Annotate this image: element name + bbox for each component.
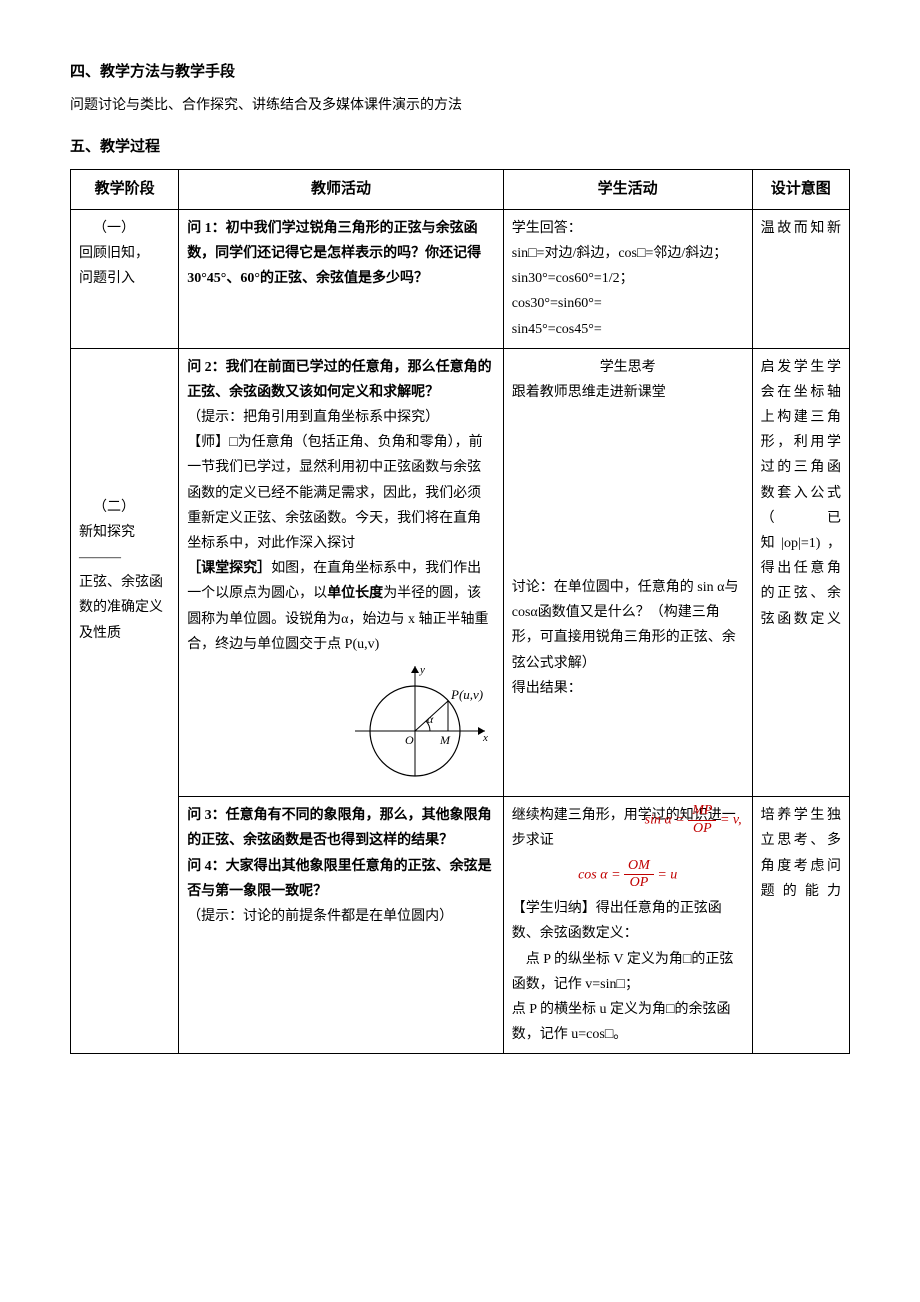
student-cell-2a: 学生思考 跟着教师思维走进新课堂 讨论：在单位圆中，任意角的 sin α与 co… bbox=[503, 348, 752, 796]
formula-cos: cos α = OMOP = u bbox=[512, 858, 744, 893]
student-def1: 点 P 的纵坐标 V 定义为角□的正弦函数，记作 v=sin□； bbox=[512, 947, 744, 997]
student-follow: 跟着教师思维走进新课堂 bbox=[512, 380, 744, 405]
teacher-cell-1: 问 1：初中我们学过锐角三角形的正弦与余弦函数，同学们还记得它是怎样表示的吗？你… bbox=[179, 209, 504, 348]
diagram-alpha: α bbox=[427, 712, 434, 726]
table-row: （二） 新知探究 ——— 正弦、余弦函数的准确定义及性质 问 2：我们在前面已学… bbox=[71, 348, 850, 796]
f2-lhs: cos α = bbox=[578, 867, 620, 882]
stage-cell-1: （一） 回顾旧知， 问题引入 bbox=[71, 209, 179, 348]
student1-l3: cos30°=sin60°= bbox=[512, 291, 744, 316]
section-4-heading: 四、教学方法与教学手段 bbox=[70, 60, 850, 86]
student1-l4: sin45°=cos45°= bbox=[512, 317, 744, 342]
q2-hint: （提示：把角引用到直角坐标系中探究） bbox=[187, 405, 495, 430]
diagram-x: x bbox=[482, 732, 488, 744]
diagram-p-label: P(u,v) bbox=[450, 687, 483, 702]
student-def2: 点 P 的横坐标 u 定义为角□的余弦函数，记作 u=cos□。 bbox=[512, 997, 744, 1047]
student-result: 得出结果： bbox=[512, 676, 744, 701]
teacher-shi: 【师】□为任意角（包括正角、负角和零角），前一节我们已学过，显然利用初中正弦函数… bbox=[187, 430, 495, 556]
unit-circle-diagram: P(u,v) α O M x y bbox=[187, 661, 495, 790]
section-4-text: 问题讨论与类比、合作探究、讲练结合及多媒体课件演示的方法 bbox=[70, 94, 850, 118]
q3-text: 问 3：任意角有不同的象限角，那么，其他象限角的正弦、余弦函数是否也得到这样的结… bbox=[187, 808, 492, 848]
formula-sin: sin α = MPOP = v, bbox=[645, 803, 742, 838]
design-cell-1: 温故而知新 bbox=[752, 209, 849, 348]
student-think: 学生思考 bbox=[512, 355, 744, 380]
f2-den: OP bbox=[624, 875, 654, 892]
f2-num: OM bbox=[624, 858, 654, 876]
student1-l1: 学生回答： bbox=[512, 216, 744, 241]
f2-rhs: = u bbox=[657, 867, 677, 882]
q1-text: 问 1：初中我们学过锐角三角形的正弦与余弦函数，同学们还记得它是怎样表示的吗？你… bbox=[187, 221, 481, 286]
table-header-row: 教学阶段 教师活动 学生活动 设计意图 bbox=[71, 169, 850, 209]
design-cell-2a: 启发学生学会在坐标轴上构建三角形，利用学过的三角函数套入公式（已知|op|=1)… bbox=[752, 348, 849, 796]
unit-circle-svg: P(u,v) α O M x y bbox=[345, 661, 495, 781]
student-cell-1: 学生回答： sin□=对边/斜边，cos□=邻边/斜边；sin30°=cos60… bbox=[503, 209, 752, 348]
student1-l2: sin□=对边/斜边，cos□=邻边/斜边；sin30°=cos60°=1/2； bbox=[512, 241, 744, 291]
table-row: 问 3：任意角有不同的象限角，那么，其他象限角的正弦、余弦函数是否也得到这样的结… bbox=[71, 797, 850, 1054]
stage2-l1: （二） bbox=[79, 495, 170, 520]
teacher-cell-2b: 问 3：任意角有不同的象限角，那么，其他象限角的正弦、余弦函数是否也得到这样的结… bbox=[179, 797, 504, 1054]
header-student: 学生活动 bbox=[503, 169, 752, 209]
stage-cell-2: （二） 新知探究 ——— 正弦、余弦函数的准确定义及性质 bbox=[71, 348, 179, 1054]
teacher-cell-2a: 问 2：我们在前面已学过的任意角，那么任意角的正弦、余弦函数又该如何定义和求解呢… bbox=[179, 348, 504, 796]
student-summary-label: 【学生归纳】 bbox=[512, 901, 596, 916]
q4-text: 问 4：大家得出其他象限里任意角的正弦、余弦是否与第一象限一致呢？ bbox=[187, 859, 492, 899]
diagram-m: M bbox=[439, 733, 451, 747]
explore-label: ［课堂探究］ bbox=[187, 561, 271, 576]
diagram-o: O bbox=[405, 733, 414, 747]
stage1-l1: （一） bbox=[79, 216, 170, 241]
section-5-heading: 五、教学过程 bbox=[70, 135, 850, 161]
unit-length: 单位长度 bbox=[327, 586, 383, 601]
stage1-l3: 问题引入 bbox=[79, 266, 170, 291]
design-cell-2b: 培养学生独立思考、多角度考虑问题的能力 bbox=[752, 797, 849, 1054]
teaching-process-table: 教学阶段 教师活动 学生活动 设计意图 （一） 回顾旧知， 问题引入 问 1：初… bbox=[70, 169, 850, 1054]
f1-num: MP bbox=[688, 803, 716, 821]
student-discuss: 讨论：在单位圆中，任意角的 sin α与 cosα函数值又是什么？（构建三角形，… bbox=[512, 575, 744, 676]
header-teacher: 教师活动 bbox=[179, 169, 504, 209]
q4-hint: （提示：讨论的前提条件都是在单位圆内） bbox=[187, 904, 495, 929]
f1-rhs: = v, bbox=[720, 813, 742, 828]
table-row: （一） 回顾旧知， 问题引入 问 1：初中我们学过锐角三角形的正弦与余弦函数，同… bbox=[71, 209, 850, 348]
stage2-l4: 正弦、余弦函数的准确定义及性质 bbox=[79, 570, 170, 646]
q2-text: 问 2：我们在前面已学过的任意角，那么任意角的正弦、余弦函数又该如何定义和求解呢… bbox=[187, 360, 492, 400]
stage1-l2: 回顾旧知， bbox=[79, 241, 170, 266]
stage2-l3: ——— bbox=[79, 545, 170, 570]
header-stage: 教学阶段 bbox=[71, 169, 179, 209]
header-design: 设计意图 bbox=[752, 169, 849, 209]
f1-lhs: sin α = bbox=[645, 813, 685, 828]
f1-den: OP bbox=[688, 821, 716, 838]
diagram-y: y bbox=[419, 664, 425, 676]
student-cell-2b: 继续构建三角形，用学过的知识进一步求证 sin α = MPOP = v, co… bbox=[503, 797, 752, 1054]
stage2-l2: 新知探究 bbox=[79, 520, 170, 545]
